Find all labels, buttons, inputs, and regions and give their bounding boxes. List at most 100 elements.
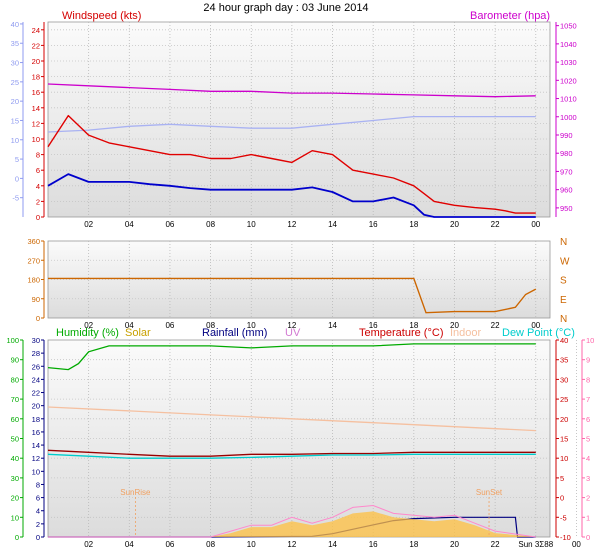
outer-right-axis-tick-label: 7: [586, 395, 590, 404]
humidity-axis-tick-label: 70: [11, 395, 19, 404]
temperature-axis-tick-label: -5: [560, 513, 567, 522]
barometer-axis-tick-label: 1010: [560, 95, 577, 104]
compass-tick-label: N: [560, 237, 567, 248]
compass-tick-label: N: [560, 314, 567, 325]
outer-left-axis-tick-label: 0: [15, 174, 19, 183]
rainfall-axis-tick-label: 26: [32, 362, 40, 371]
barometer-axis-tick-label: 970: [560, 167, 573, 176]
windspeed-axis-tick-label: 14: [32, 104, 40, 113]
humidity-axis-tick-label: 60: [11, 415, 19, 424]
direction-axis-tick-label: 180: [27, 276, 40, 285]
compass-tick-label: W: [560, 256, 570, 267]
windspeed-axis-tick-label: 22: [32, 41, 40, 50]
series-windspeed: [47, 173, 536, 218]
barometer-axis-tick-label: 1040: [560, 40, 577, 49]
outer-right-axis-tick-label: 10: [586, 336, 594, 345]
plot-area: [47, 339, 551, 538]
outer-right-axis-tick-label: 9: [586, 356, 590, 365]
barometer-axis-tick-label: 960: [560, 186, 573, 195]
wind-barometer-panel: Windspeed (kts) Barometer (hpa) 02 04 06 08…: [11, 10, 577, 229]
series-indoor: [47, 406, 536, 432]
rainfall-axis-tick-label: 18: [32, 415, 40, 424]
time-tick-label: 18: [409, 321, 418, 330]
outer-left-axis-tick-label: 5: [15, 155, 19, 164]
time-tick-label: 10: [247, 540, 256, 549]
series-barometer: [47, 83, 536, 98]
legend-indoor: Indoor: [450, 327, 482, 339]
barometer-axis-tick-label: 950: [560, 204, 573, 213]
rainfall-axis-tick-label: 28: [32, 349, 40, 358]
windspeed-axis-tick-label: 2: [36, 197, 40, 206]
time-tick-label: 08: [206, 220, 215, 229]
compass-tick-label: E: [560, 295, 567, 306]
time-tick-label: 06: [165, 540, 174, 549]
temperature-axis-tick-label: 30: [560, 375, 568, 384]
time-tick-label: 16: [369, 540, 378, 549]
time-tick-label: 00: [531, 220, 540, 229]
rainfall-axis-tick-label: 16: [32, 428, 40, 437]
time-tick-label: 14: [328, 220, 337, 229]
temperature-axis-tick-label: 5: [560, 474, 564, 483]
outer-right-axis-tick-label: 3: [586, 474, 590, 483]
barometer-axis-tick-label: 980: [560, 149, 573, 158]
series-light-blue-line: [47, 115, 536, 133]
humidity-axis-tick-label: 100: [6, 336, 19, 345]
time-tick-label: 22: [491, 321, 500, 330]
rainfall-axis-tick-label: 4: [36, 507, 40, 516]
outer-left-axis-tick-label: 30: [11, 59, 19, 68]
series-uv: [48, 504, 536, 538]
outer-left-axis-tick-label: 25: [11, 78, 19, 87]
humidity-axis-tick-label: 10: [11, 513, 19, 522]
humidity-axis-tick-label: 80: [11, 375, 19, 384]
compass-tick-label: S: [560, 276, 567, 287]
rainfall-axis-tick-label: 24: [32, 375, 40, 384]
humidity-axis-tick-label: 0: [15, 533, 19, 542]
legend-rainfall: Rainfall (mm): [202, 327, 267, 339]
windspeed-axis-tick-label: 12: [32, 119, 40, 128]
outer-left-axis-tick-label: 15: [11, 116, 19, 125]
direction-axis-tick-label: 90: [32, 295, 40, 304]
time-tick-label: 02: [84, 220, 93, 229]
rainfall-axis-tick-label: 2: [36, 520, 40, 529]
time-tick-label: 20: [450, 321, 459, 330]
temperature-axis-tick-label: 35: [560, 356, 568, 365]
barometer-axis-tick-label: 1020: [560, 76, 577, 85]
rainfall-axis-tick-label: 30: [32, 336, 40, 345]
outer-right-axis-tick-label: 8: [586, 375, 590, 384]
time-tick-label: 04: [125, 540, 134, 549]
barometer-axis-tick-label: 1000: [560, 113, 577, 122]
direction-axis-tick-label: 0: [36, 314, 40, 323]
series-temperature: [47, 449, 536, 457]
series-dew-point: [47, 453, 536, 459]
outer-right-axis-tick-label: 0: [586, 533, 590, 542]
sun-event-label: SunRise: [120, 488, 151, 497]
outer-left-axis-tick-label: 20: [11, 97, 19, 106]
time-tick-label: 12: [287, 540, 296, 549]
barometer-axis-tick-label: 990: [560, 131, 573, 140]
humidity-axis-tick-label: 90: [11, 356, 19, 365]
series-humidity: [47, 343, 536, 371]
humidity-axis-tick-label: 30: [11, 474, 19, 483]
windspeed-axis-tick-label: 20: [32, 57, 40, 66]
time-tick-label: 04: [125, 321, 134, 330]
rainfall-axis-tick-label: 0: [36, 533, 40, 542]
sun-event-label: SunSet: [476, 488, 503, 497]
series-direction: [48, 277, 537, 314]
time-tick-label: 04: [125, 220, 134, 229]
barometer-axis-tick-label: 1050: [560, 22, 577, 31]
rainfall-axis-tick-label: 22: [32, 389, 40, 398]
time-tick-label: 14: [328, 540, 337, 549]
time-tick-label: 02: [84, 321, 93, 330]
legend-solar: Solar: [125, 327, 151, 339]
outer-right-axis-tick-label: 6: [586, 415, 590, 424]
plot-area: [47, 21, 551, 218]
humidity-axis-tick-label: 50: [11, 435, 19, 444]
humidity-axis-tick-label: 20: [11, 494, 19, 503]
time-tick-label: 20: [450, 220, 459, 229]
time-tick-label: 12: [287, 220, 296, 229]
rainfall-axis-tick-label: 10: [32, 467, 40, 476]
time-tick-label: 02: [84, 540, 93, 549]
time-tick-label: 00: [531, 321, 540, 330]
